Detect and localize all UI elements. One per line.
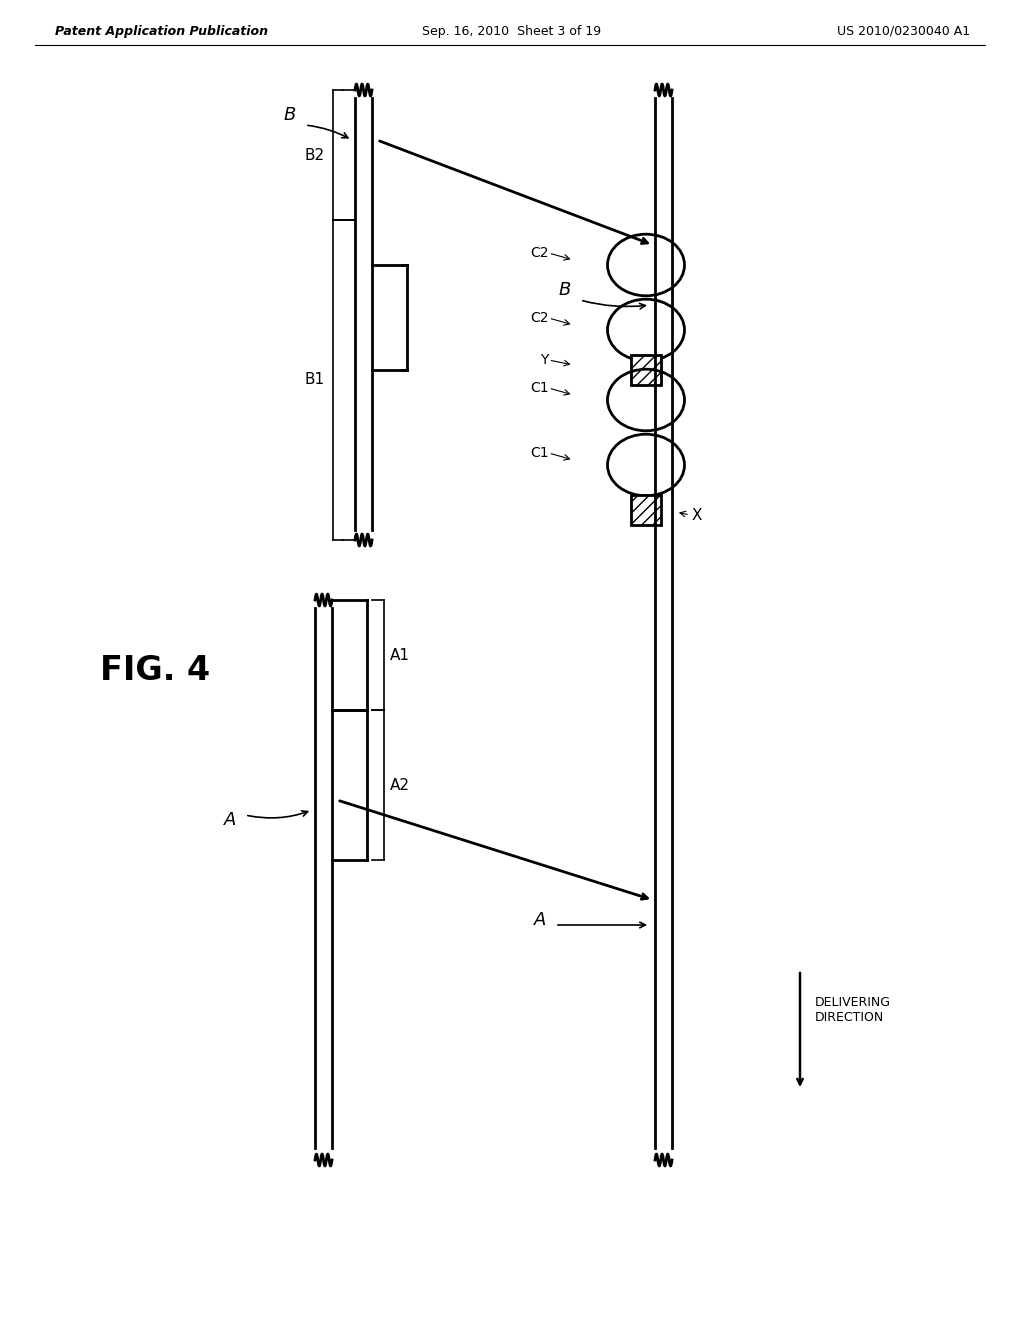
Text: C2: C2	[530, 246, 549, 260]
Bar	[631, 495, 660, 525]
Bar	[631, 355, 660, 385]
Text: B: B	[284, 106, 296, 124]
Text: DELIVERING
DIRECTION: DELIVERING DIRECTION	[815, 997, 891, 1024]
Text: B: B	[559, 281, 571, 300]
Text: C2: C2	[530, 312, 549, 325]
Text: C1: C1	[529, 446, 549, 459]
Text: US 2010/0230040 A1: US 2010/0230040 A1	[837, 25, 970, 38]
Text: Y: Y	[540, 352, 549, 367]
Text: A: A	[224, 810, 237, 829]
Text: Patent Application Publication: Patent Application Publication	[55, 25, 268, 38]
Text: X: X	[692, 507, 702, 523]
Text: C1: C1	[529, 381, 549, 395]
Text: A1: A1	[390, 648, 410, 663]
Text: B1: B1	[305, 372, 325, 388]
Text: A2: A2	[390, 777, 410, 792]
Text: FIG. 4: FIG. 4	[100, 653, 210, 686]
Text: Sep. 16, 2010  Sheet 3 of 19: Sep. 16, 2010 Sheet 3 of 19	[423, 25, 601, 38]
Text: A: A	[534, 911, 546, 929]
Text: B2: B2	[305, 148, 325, 162]
